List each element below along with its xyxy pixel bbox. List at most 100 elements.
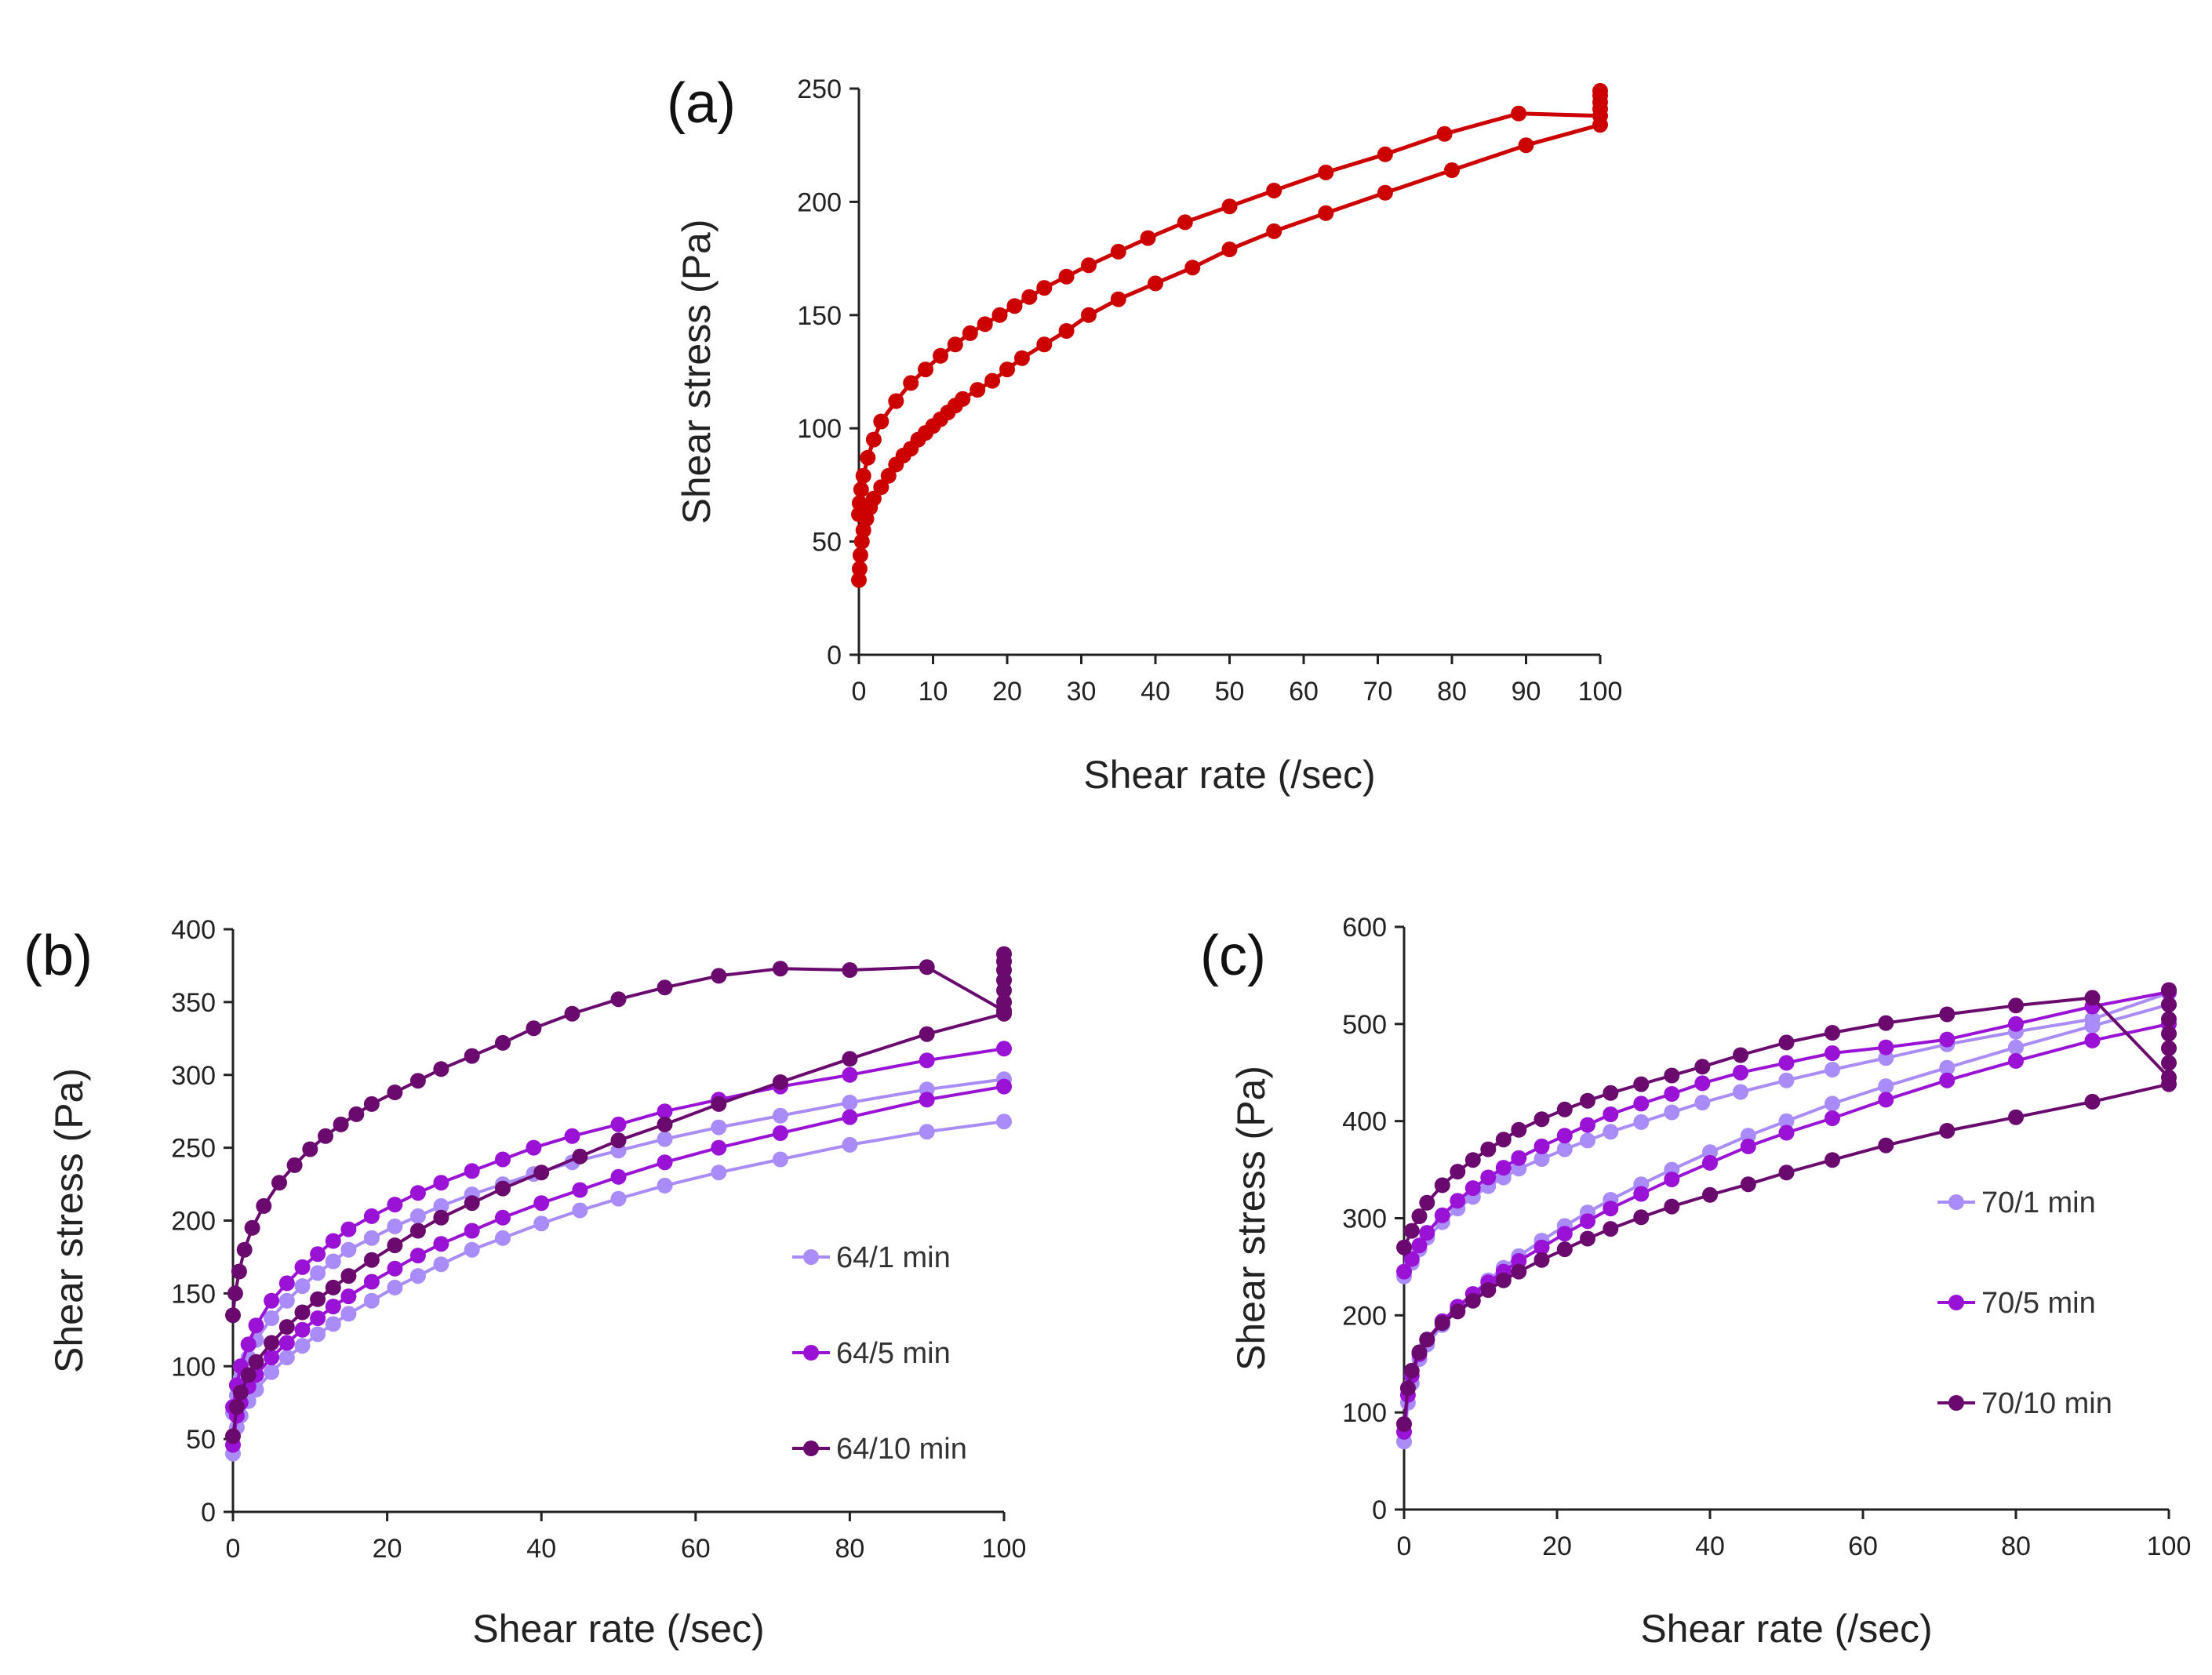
panel-c-series-3-point: [1464, 1292, 1481, 1309]
panel-a-x-tick-label: 40: [1141, 677, 1170, 707]
panel-b-y-tick-label: 200: [171, 1207, 216, 1237]
panel-c-series-2-point: [1403, 1251, 1420, 1267]
panel-c-series-2-point: [1778, 1055, 1795, 1071]
panel-a-series-1-point: [853, 481, 869, 498]
panel-b-series-3-point: [333, 1116, 349, 1132]
panel-c-series-2-point: [2084, 1032, 2101, 1048]
panel-b-series-1-point: [464, 1241, 480, 1258]
panel-a-series-1-point: [1148, 275, 1163, 292]
panel-c-y-tick-label: 500: [1342, 1010, 1387, 1040]
panel-b-series-1-point: [533, 1215, 550, 1232]
panel-c-series-3-point: [2161, 997, 2177, 1013]
panel-b-series-3-point: [919, 959, 935, 976]
panel-b-series-3-point: [919, 1026, 935, 1042]
panel-c-legend-swatch-marker: [1948, 1295, 1964, 1310]
panel-c-series-3-point: [1419, 1332, 1435, 1348]
panel-a-y-tick-label: 250: [797, 74, 842, 104]
panel-b-series-2-point: [919, 1052, 935, 1069]
panel-c-x-tick-label: 80: [2001, 1531, 2031, 1561]
panel-a-series-1-point: [873, 413, 890, 430]
panel-b-series-1-point: [772, 1107, 788, 1124]
panel-c-series-2-point: [1702, 1154, 1718, 1171]
panel-c-series-2-point: [1434, 1207, 1450, 1223]
panel-c-series-3-point: [1939, 1006, 1956, 1023]
panel-c-series-3-point: [1419, 1194, 1435, 1211]
panel-b-series-3-point: [772, 1074, 788, 1090]
panel-a-series-1-point: [955, 391, 971, 407]
panel-a-series-1-point: [1377, 184, 1393, 201]
panel-b-series-3-point: [225, 1307, 241, 1324]
panel-a-series-1-point: [1110, 291, 1126, 307]
panel-c-series-2-point: [2008, 1016, 2024, 1032]
panel-c-series-2-point: [1733, 1064, 1748, 1081]
panel-b-series-1-point: [772, 1151, 788, 1168]
panel-c-series-1-point: [1580, 1132, 1595, 1149]
panel-c-series-2-point: [1825, 1045, 1840, 1061]
panel-a-series-1-point: [1511, 105, 1527, 122]
panel-b-series-2-point: [387, 1260, 403, 1277]
panel-c-x-tick-label: 0: [1397, 1531, 1412, 1561]
panel-b-y-tick-label: 0: [201, 1498, 216, 1528]
panel-b-series-2-point: [533, 1195, 550, 1212]
panel-b-x-tick-label: 40: [526, 1534, 556, 1564]
panel-c-series-3-point: [2084, 990, 2101, 1006]
panel-c-series-3-point: [1480, 1282, 1497, 1299]
panel-c-series-1-point: [1740, 1128, 1756, 1144]
panel-a-series-1-point: [865, 431, 882, 448]
panel-c-series-3-point: [1396, 1239, 1412, 1255]
panel-b-series-2-point: [340, 1221, 357, 1237]
panel-b-series-3-point: [711, 1095, 727, 1112]
panel-a-y-tick-label: 100: [797, 414, 842, 444]
panel-b-series-3-point: [996, 983, 1012, 998]
panel-a-series-1-point: [1266, 223, 1282, 239]
panel-c-series-2-point: [1556, 1226, 1573, 1242]
panel-a-y-axis-label: Shear stress (Pa): [675, 219, 719, 524]
panel-b-legend-swatch-marker: [803, 1441, 819, 1456]
panel-b-legend-swatch-marker: [803, 1345, 819, 1361]
panel-b-series-2-point: [610, 1168, 627, 1185]
panel-c-series-2-point: [2008, 1052, 2024, 1069]
panel-c-series-1-point: [1778, 1113, 1795, 1129]
panel-b-series-3-point: [240, 1367, 256, 1383]
panel-c-series-3-point: [1403, 1223, 1420, 1239]
panel-c-x-tick-label: 60: [1848, 1531, 1878, 1561]
panel-b-series-2-point: [363, 1274, 380, 1290]
panel-c-y-tick-label: 100: [1342, 1398, 1387, 1428]
panel-b-series-1-point: [996, 1114, 1012, 1130]
panel-a-series-1-point: [962, 325, 978, 341]
panel-b-series-1-point: [433, 1256, 449, 1273]
panel-b-series-3-point: [225, 1428, 241, 1444]
panel-b-series-2-point: [409, 1248, 426, 1264]
panel-a-x-axis-label: Shear rate (/sec): [1083, 753, 1375, 797]
panel-c-legend-swatch-marker: [1948, 1395, 1964, 1411]
panel-c-x-tick-label: 20: [1542, 1531, 1572, 1561]
panel-a-x-tick-label: 100: [1578, 677, 1623, 707]
panel-c-series-3: [1396, 982, 2177, 1432]
panel-b-series-2-point: [264, 1292, 280, 1309]
panel-a-series-1-point: [1058, 268, 1075, 285]
panel-c-series-3-point: [2161, 1069, 2177, 1085]
panel-c-series-3-point: [1733, 1047, 1748, 1063]
panel-b-series-1-point: [409, 1208, 426, 1224]
panel-c-series-2-point: [1464, 1180, 1481, 1197]
panel-b-series-1-point: [363, 1230, 380, 1246]
panel-c-series-3-point: [1778, 1165, 1795, 1181]
panel-a-x-tick-label: 0: [852, 677, 867, 707]
panel-b-series-2: [225, 1041, 1012, 1453]
panel-a-label: (a): [667, 72, 736, 135]
panel-c-series-3-point: [2008, 1109, 2024, 1125]
panel-b-series-2-point: [772, 1125, 788, 1141]
panel-c-series-3-point: [1533, 1111, 1550, 1128]
panel-c-series-3-point: [1450, 1303, 1466, 1320]
panel-b-series-3-point: [244, 1219, 260, 1236]
panel-b-series-3-point: [340, 1268, 357, 1284]
panel-c-series-3-point: [1878, 1015, 1894, 1031]
panel-b-series-3-point: [533, 1165, 550, 1181]
panel-c-series-2-point: [1664, 1172, 1680, 1187]
panel-b-series-1-point: [657, 1131, 673, 1147]
panel-c-series-2-point: [1511, 1150, 1527, 1166]
panel-c-series-3-point: [2161, 1055, 2177, 1071]
panel-a-series-1-point: [1444, 162, 1460, 178]
panel-c-y-axis-label: Shear stress (Pa): [1229, 1066, 1273, 1371]
panel-b-series-1-point: [711, 1165, 727, 1181]
